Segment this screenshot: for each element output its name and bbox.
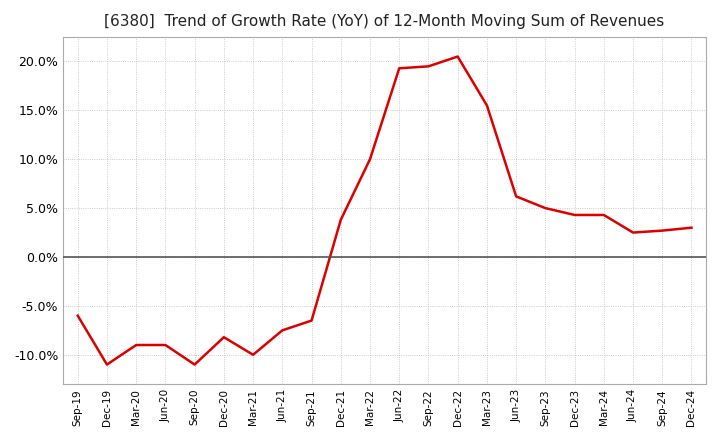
Title: [6380]  Trend of Growth Rate (YoY) of 12-Month Moving Sum of Revenues: [6380] Trend of Growth Rate (YoY) of 12-… — [104, 14, 665, 29]
